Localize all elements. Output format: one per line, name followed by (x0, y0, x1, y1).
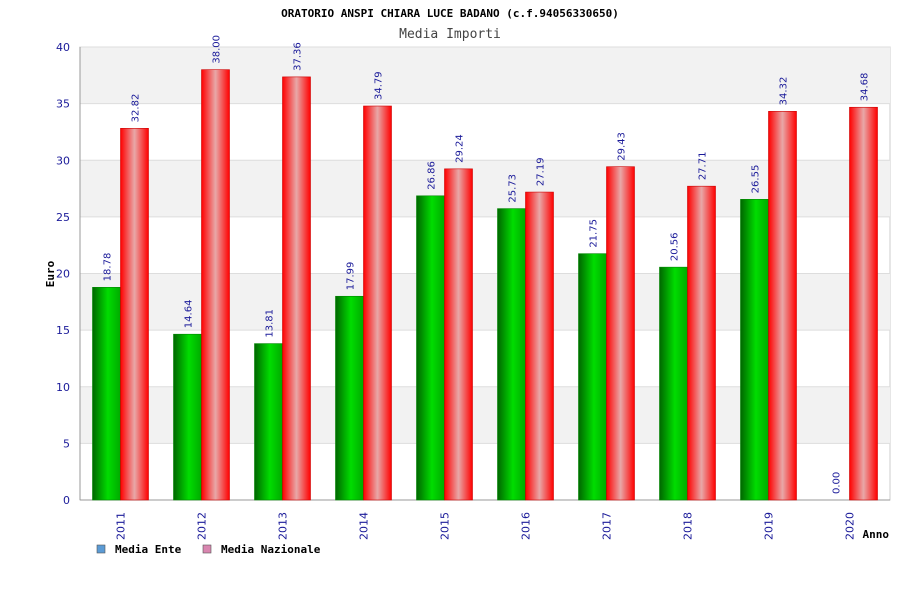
y-axis-label: Euro (44, 260, 57, 287)
legend: Media Ente Media Nazionale (96, 543, 321, 556)
bar-media-ente-2018 (659, 266, 688, 501)
x-tick-label: 2011 (115, 512, 128, 540)
bar-media-ente-2011 (92, 287, 121, 501)
x-tick-label: 2020 (844, 512, 857, 540)
data-label: 38.00 (212, 35, 223, 64)
x-axis-label: Anno (863, 528, 890, 541)
legend-label: Media Nazionale (221, 543, 321, 556)
data-labels: 18.78 32.82 14.64 38.00 13.81 37.36 17.99 34.79… (103, 35, 871, 494)
bar-media-ente-2013 (254, 343, 283, 501)
data-label: 20.56 (670, 233, 681, 262)
bar-media-nazionale-2014 (363, 105, 392, 501)
y-tick-label: 5 (63, 437, 70, 450)
bar-media-nazionale-2011 (120, 128, 149, 501)
y-tick-label: 20 (56, 268, 70, 281)
legend-swatch (96, 544, 106, 554)
data-label: 21.75 (589, 219, 600, 248)
data-label: 13.81 (265, 309, 276, 338)
data-label: 0.00 (832, 472, 843, 494)
data-label: 26.55 (751, 165, 762, 194)
data-label: 14.64 (184, 300, 195, 329)
bar-media-nazionale-2019 (768, 111, 797, 501)
data-label: 26.86 (427, 161, 438, 190)
bars (92, 69, 878, 501)
y-tick-label: 30 (56, 154, 70, 167)
data-label: 32.82 (131, 94, 142, 123)
x-tick-label: 2016 (520, 512, 533, 540)
bar-media-nazionale-2013 (282, 76, 311, 501)
data-label: 17.99 (346, 262, 357, 291)
data-label: 25.73 (508, 174, 519, 203)
chart-subtitle: Media Importi (399, 27, 501, 42)
y-tick-label: 10 (56, 381, 70, 394)
legend-label: Media Ente (115, 543, 182, 556)
x-tick-label: 2014 (358, 512, 371, 540)
data-label: 37.36 (293, 42, 304, 71)
bar-media-ente-2015 (416, 195, 445, 501)
bar-media-nazionale-2012 (201, 69, 230, 501)
bar-media-nazionale-2017 (606, 166, 635, 501)
y-tick-label: 35 (56, 98, 70, 111)
bar-media-ente-2019 (740, 199, 769, 501)
x-tick-label: 2019 (763, 512, 776, 540)
data-label: 34.68 (860, 73, 871, 102)
x-tick-label: 2015 (439, 512, 452, 540)
y-tick-label: 0 (63, 494, 70, 507)
data-label: 27.71 (698, 152, 709, 181)
bar-media-ente-2014 (335, 295, 364, 501)
bar-media-nazionale-2020 (849, 106, 878, 501)
bar-media-ente-2017 (578, 253, 607, 501)
bar-media-nazionale-2015 (444, 168, 473, 501)
data-label: 18.78 (103, 253, 114, 282)
bar-media-ente-2016 (497, 208, 526, 501)
chart-title: ORATORIO ANSPI CHIARA LUCE BADANO (c.f.9… (281, 7, 619, 20)
data-label: 29.24 (455, 134, 466, 163)
data-label: 27.19 (536, 157, 547, 186)
bar-media-ente-2012 (173, 333, 202, 501)
data-label: 29.43 (617, 132, 628, 161)
x-tick-label: 2018 (682, 512, 695, 540)
x-tick-label: 2017 (601, 512, 614, 540)
x-axis-ticks: 2011 2012 2013 2014 2015 2016 2017 2018 2019 2020 (115, 512, 857, 540)
data-label: 34.79 (374, 71, 385, 100)
bar-media-nazionale-2016 (525, 191, 554, 501)
y-tick-label: 25 (56, 211, 70, 224)
x-tick-label: 2013 (277, 512, 290, 540)
legend-swatch (202, 544, 212, 554)
y-tick-label: 40 (56, 41, 70, 54)
data-label: 34.32 (779, 77, 790, 106)
x-tick-label: 2012 (196, 512, 209, 540)
y-axis-ticks: 0 5 10 15 20 25 30 35 40 (56, 41, 70, 507)
y-tick-label: 15 (56, 324, 70, 337)
bar-media-nazionale-2018 (687, 185, 716, 501)
